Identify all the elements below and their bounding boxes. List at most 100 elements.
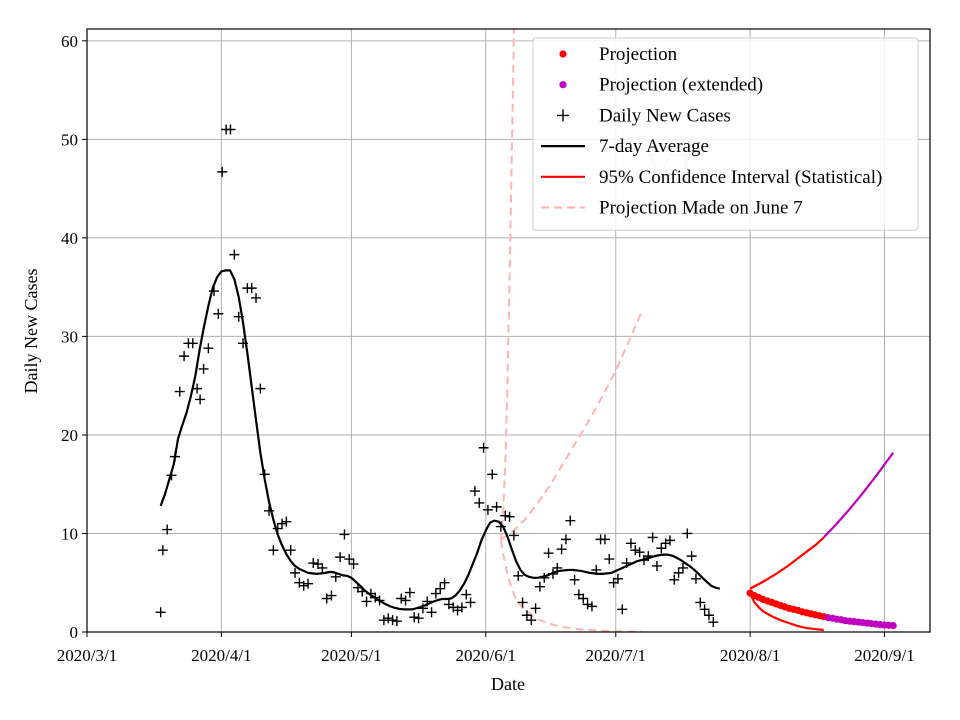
daily-case-marker: [560, 534, 571, 545]
daily-case-marker: [686, 551, 697, 562]
x-tick-label: 2020/7/1: [586, 646, 646, 665]
daily-case-marker: [339, 529, 350, 540]
daily-case-marker: [634, 547, 645, 558]
95-confidence-interval-statistical-upper-line: [749, 536, 825, 590]
daily-case-marker: [673, 567, 684, 578]
daily-case-marker: [435, 583, 446, 594]
y-tick-label: 20: [61, 426, 78, 445]
daily-case-marker: [290, 567, 301, 578]
daily-case-marker: [487, 469, 498, 480]
daily-case-marker: [409, 612, 420, 623]
daily-case-marker: [430, 588, 441, 599]
daily-case-marker: [400, 595, 411, 606]
daily-case-marker: [625, 538, 636, 549]
daily-case-marker: [604, 554, 615, 565]
daily-case-marker: [391, 616, 402, 627]
daily-case-marker: [413, 613, 424, 624]
daily-case-marker: [213, 308, 224, 319]
daily-case-marker: [259, 469, 270, 480]
legend-item-june7: Projection Made on June 7: [541, 198, 803, 219]
axis-ticks: 2020/3/1 2020/4/1 2020/5/1 2020/6/1 2020/7/1…: [57, 32, 915, 665]
x-tick-label: 2020/4/1: [191, 646, 251, 665]
daily-case-marker: [285, 545, 296, 556]
daily-case-marker: [426, 607, 437, 618]
daily-case-marker: [268, 545, 279, 556]
daily-case-marker: [155, 607, 166, 618]
daily-case-marker: [534, 581, 545, 592]
daily-case-marker: [465, 597, 476, 608]
daily-case-marker: [166, 470, 177, 481]
daily-case-marker: [396, 593, 407, 604]
projection-made-on-june-7-center-line: [500, 311, 643, 541]
daily-case-marker: [643, 551, 654, 562]
projection-extended-markers: [824, 614, 897, 630]
daily-case-marker: [348, 559, 359, 570]
daily-case-marker: [238, 338, 249, 349]
daily-case-marker: [225, 124, 236, 135]
x-tick-label: 2020/6/1: [456, 646, 516, 665]
daily-case-marker: [157, 545, 168, 556]
projection-markers: [746, 589, 828, 621]
daily-case-marker: [208, 286, 219, 297]
y-tick-label: 30: [61, 327, 78, 346]
daily-case-marker: [474, 497, 485, 508]
daily-case-marker: [326, 590, 337, 601]
series-layer: [155, 29, 897, 632]
legend-item-ci: 95% Confidence Interval (Statistical): [541, 167, 882, 188]
daily-case-marker: [682, 528, 693, 539]
legend-swatch: [557, 109, 569, 122]
daily-case-marker: [556, 544, 567, 555]
y-tick-label: 40: [61, 229, 78, 248]
daily-case-marker: [651, 560, 662, 571]
daily-case-marker: [565, 515, 576, 526]
daily-case-marker: [513, 570, 524, 581]
daily-case-marker: [491, 501, 502, 512]
daily-case-marker: [383, 613, 394, 624]
daily-case-marker: [591, 564, 602, 575]
daily-case-marker: [439, 577, 450, 588]
daily-case-marker: [647, 532, 658, 543]
daily-case-marker: [461, 589, 472, 600]
x-tick-label: 2020/5/1: [321, 646, 381, 665]
y-axis-title: Daily New Cases: [21, 269, 41, 394]
daily-case-marker: [621, 558, 632, 569]
daily-case-marker: [578, 593, 589, 604]
daily-case-marker: [317, 562, 328, 573]
daily-case-marker: [162, 524, 173, 535]
daily-case-marker: [251, 292, 262, 303]
projection-made-on-june-7-lower-line: [499, 540, 642, 632]
daily-case-marker: [308, 558, 319, 569]
projection-extended-point: [889, 621, 897, 630]
projection-made-on-june-7-upper-line: [499, 29, 515, 541]
daily-case-marker: [508, 530, 519, 541]
daily-case-marker: [187, 338, 198, 349]
daily-case-marker: [404, 587, 415, 598]
x-tick-label: 2020/9/1: [854, 646, 914, 665]
daily-case-marker: [281, 516, 292, 527]
daily-case-marker: [703, 610, 714, 621]
daily-case-marker: [417, 603, 428, 614]
daily-case-marker: [378, 615, 389, 626]
x-axis-title: Date: [491, 674, 525, 694]
legend-item-projection: Projection: [559, 44, 678, 65]
y-tick-label: 60: [61, 32, 78, 51]
daily-case-marker: [617, 604, 628, 615]
legend-item-extended: Projection (extended): [559, 75, 763, 96]
daily-case-marker: [387, 615, 398, 626]
legend-label: Projection: [599, 44, 678, 65]
legend-item-avg: 7-day Average: [541, 136, 709, 157]
legend: Projection Projection (extended) Daily New…: [532, 37, 919, 231]
daily-case-marker: [699, 604, 710, 615]
daily-case-marker: [690, 573, 701, 584]
y-tick-label: 50: [61, 130, 78, 149]
daily-case-marker: [217, 166, 228, 177]
daily-case-marker: [521, 610, 532, 621]
daily-case-marker: [586, 601, 597, 612]
daily-case-marker: [255, 383, 266, 394]
daily-case-marker: [630, 545, 641, 556]
daily-case-marker: [708, 617, 719, 628]
legend-label: Daily New Cases: [599, 105, 731, 126]
daily-case-marker: [582, 599, 593, 610]
daily-case-marker: [543, 548, 554, 559]
daily-case-marker: [612, 573, 623, 584]
